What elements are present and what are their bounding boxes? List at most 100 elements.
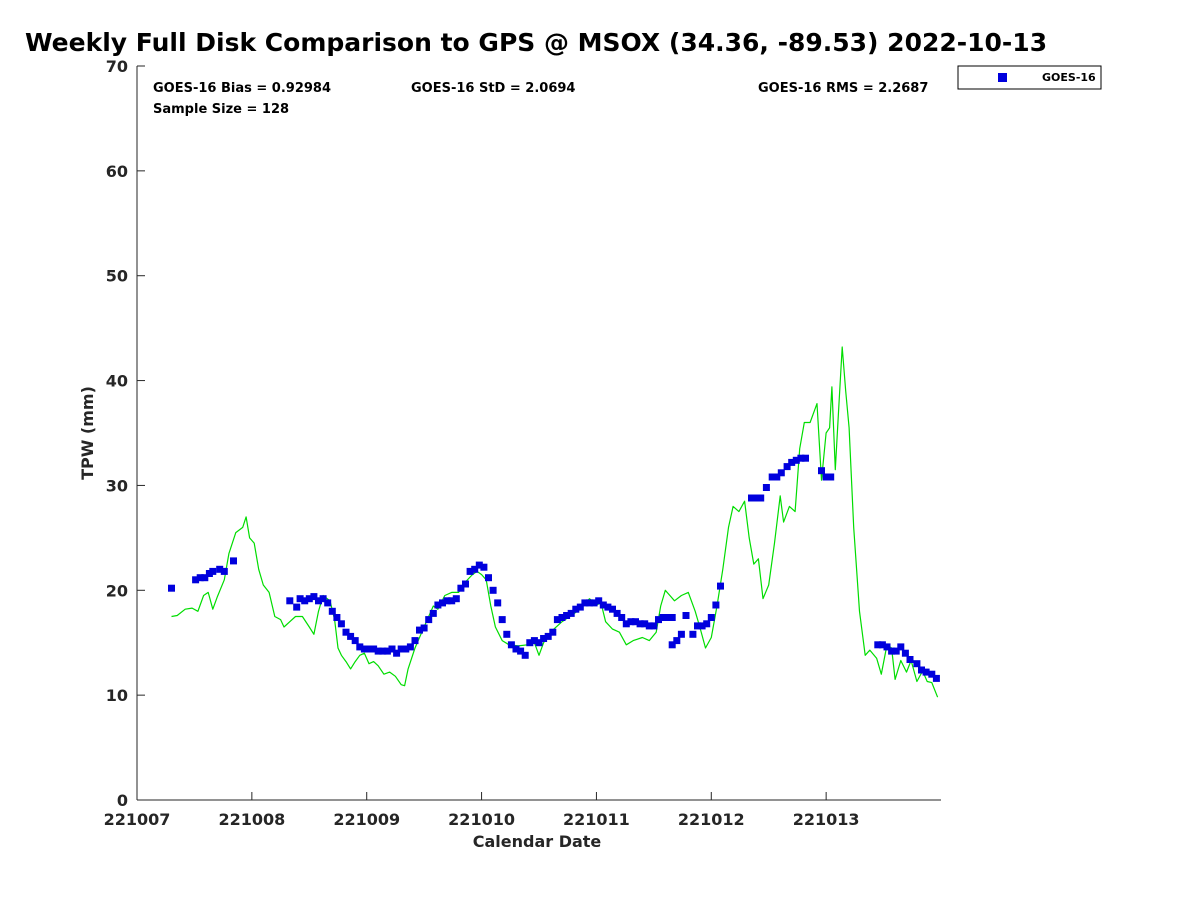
y-axis-ticks: 0 10 20 30 40 50 60 70 — [106, 57, 145, 810]
goes16-point — [622, 620, 630, 628]
goes16-point — [429, 609, 437, 617]
goes16-point — [475, 561, 483, 569]
goes16-point — [521, 651, 529, 659]
goes16-point — [411, 637, 419, 645]
x-tick-label: 221012 — [678, 810, 745, 829]
goes16-point — [645, 622, 653, 630]
goes16-point — [818, 467, 825, 475]
goes16-point — [878, 641, 886, 649]
goes16-point — [393, 649, 401, 657]
goes16-point — [457, 584, 465, 592]
goes16-point — [906, 656, 914, 663]
goes16-point — [822, 473, 830, 481]
goes16-point — [668, 614, 676, 621]
goes16-point — [703, 620, 711, 628]
goes16-point — [448, 597, 456, 605]
chart-title: Weekly Full Disk Comparison to GPS @ MSO… — [25, 28, 1048, 57]
goes16-point — [768, 473, 776, 481]
goes16-point — [319, 595, 327, 603]
y-axis-label: TPW (mm) — [78, 386, 97, 480]
goes16-point — [752, 494, 760, 502]
goes16-point — [310, 593, 318, 601]
goes16-point — [609, 605, 616, 613]
sample-size-stat: Sample Size = 128 — [153, 102, 289, 117]
goes16-point — [466, 567, 474, 575]
goes16-point — [777, 469, 785, 477]
goes16-point — [324, 599, 332, 607]
goes16-point — [827, 473, 835, 481]
goes16-point — [928, 670, 936, 678]
x-tick-label: 221007 — [104, 810, 171, 829]
goes16-point — [632, 618, 639, 626]
y-tick-label: 20 — [106, 581, 128, 600]
goes16-point — [342, 628, 350, 636]
legend-box — [957, 65, 1102, 90]
goes16-point — [901, 649, 909, 657]
goes16-point — [655, 616, 662, 624]
axes — [136, 66, 941, 801]
goes16-point — [797, 454, 805, 462]
goes16-point — [443, 597, 451, 605]
goes16-point — [682, 612, 690, 619]
goes16-point — [416, 626, 423, 634]
goes16-point — [673, 637, 681, 645]
x-tick-label: 221008 — [218, 810, 285, 829]
gps-series-line — [171, 346, 939, 698]
goes16-point — [563, 612, 571, 619]
goes16-point — [717, 582, 724, 590]
goes16-point — [558, 614, 566, 621]
goes16-point — [792, 456, 800, 464]
bias-stat: GOES-16 Bias = 0.92984 — [153, 81, 331, 96]
goes16-point — [627, 618, 635, 626]
goes16-point — [374, 647, 382, 655]
x-tick-label: 221010 — [448, 810, 515, 829]
goes16-point — [636, 620, 644, 628]
goes16-point — [590, 599, 598, 607]
x-axis-ticks: 221007 221008 221009 221010 221011 221012 2210… — [104, 792, 860, 829]
goes16-point — [301, 597, 309, 605]
goes16-point — [549, 628, 557, 636]
goes16-point — [517, 647, 525, 655]
goes16-point — [883, 643, 891, 651]
goes16-point — [356, 643, 364, 651]
goes16-point — [489, 586, 497, 594]
goes16-point — [913, 660, 921, 668]
goes16-point — [347, 632, 355, 640]
gps-series — [171, 346, 939, 698]
goes16-point — [707, 614, 715, 621]
goes16-point — [383, 647, 391, 655]
goes16-point — [296, 595, 304, 603]
goes16-point — [220, 567, 228, 575]
goes16-point — [748, 494, 755, 502]
goes16-point — [586, 599, 593, 607]
goes16-point — [689, 630, 697, 638]
goes16-point — [888, 647, 896, 655]
goes16-point — [425, 616, 433, 624]
goes16-point — [712, 601, 720, 609]
goes16-point — [544, 632, 552, 640]
std-stat: GOES-16 StD = 2.0694 — [411, 81, 575, 96]
goes16-point — [397, 645, 405, 653]
y-tick-label: 30 — [106, 476, 128, 495]
goes16-point — [192, 576, 200, 584]
x-axis-label: Calendar Date — [473, 832, 602, 851]
goes16-point — [773, 473, 781, 481]
goes16-point — [641, 620, 649, 628]
goes16-point — [365, 645, 373, 653]
y-tick-label: 70 — [106, 57, 128, 76]
goes16-point — [286, 597, 294, 605]
x-tick-label: 221009 — [333, 810, 400, 829]
goes16-point — [595, 597, 603, 605]
goes16-point — [664, 614, 672, 621]
goes16-point — [576, 603, 584, 611]
goes16-point — [698, 622, 706, 630]
rms-stat: GOES-16 RMS = 2.2687 — [758, 81, 928, 96]
goes16-point — [360, 645, 368, 653]
goes16-point — [351, 637, 359, 645]
goes16-point — [315, 597, 322, 605]
goes16-series — [168, 454, 940, 682]
goes16-point — [196, 574, 204, 582]
goes16-point — [503, 630, 511, 638]
goes16-point — [337, 620, 345, 628]
